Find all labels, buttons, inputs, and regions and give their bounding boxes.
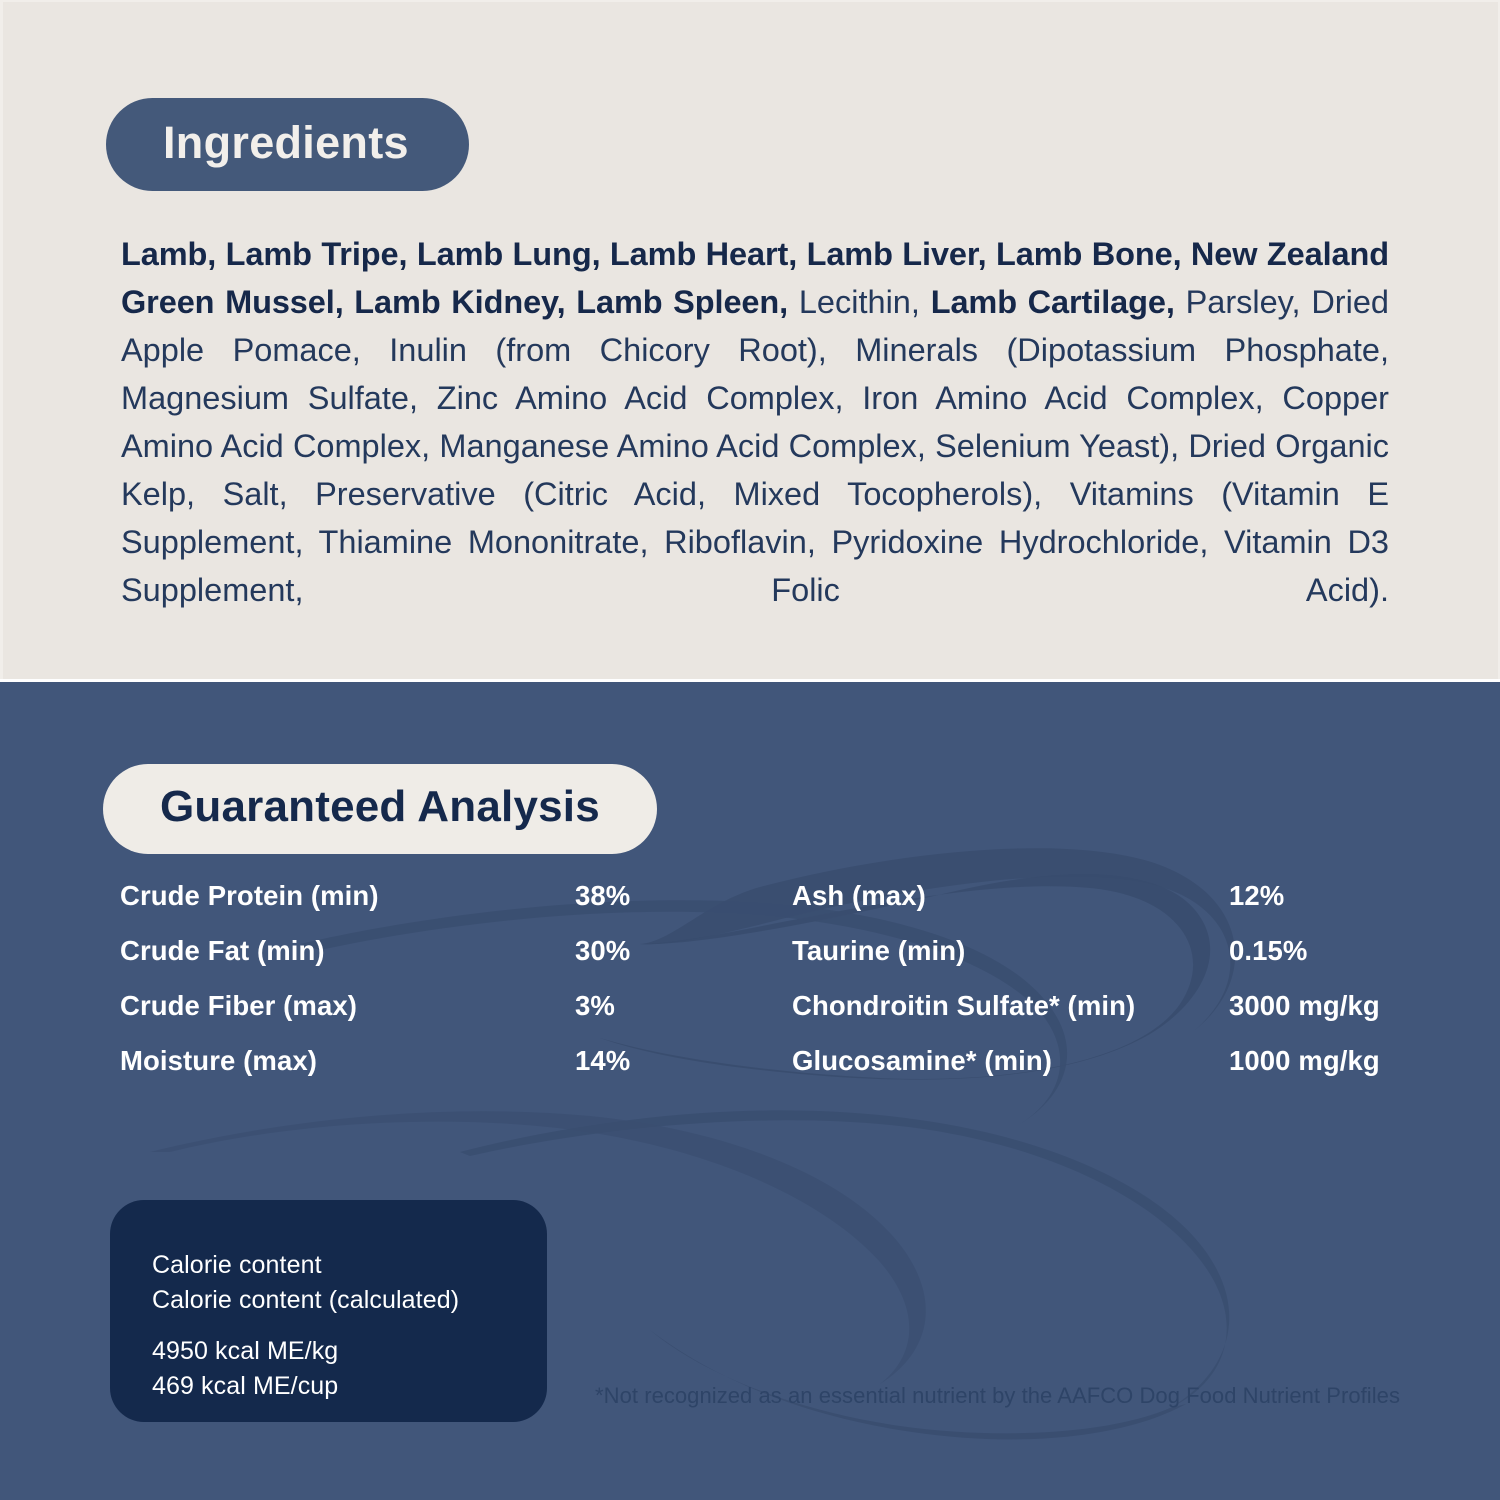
ingredient-segment-bold: Lamb Cartilage, <box>930 284 1175 320</box>
analysis-label: Chondroitin Sulfate* (min) <box>792 990 1136 1021</box>
analysis-label: Ash (max) <box>792 880 926 911</box>
calorie-content-kcal-per-kg: 4950 kcal ME/kg <box>152 1337 339 1365</box>
calorie-content-kcal-per-cup: 469 kcal ME/cup <box>152 1372 339 1400</box>
calorie-content-line-1: Calorie content <box>152 1251 322 1279</box>
analysis-value: 3000 mg/kg <box>1229 990 1380 1021</box>
analysis-label: Moisture (max) <box>120 1045 317 1076</box>
analysis-value: 3% <box>575 990 615 1021</box>
ingredient-segment-bold: Lamb, Lamb Tripe, Lamb Lung, Lamb Heart,… <box>121 236 1389 320</box>
ingredients-heading-pill: Ingredients <box>106 98 469 191</box>
analysis-value: 0.15% <box>1229 935 1308 966</box>
table-row: Taurine (min) 0.15% <box>792 935 1402 990</box>
analysis-label: Crude Fat (min) <box>120 935 325 966</box>
analysis-value: 30% <box>575 935 631 966</box>
table-row: Moisture (max) 14% <box>120 1045 640 1100</box>
guaranteed-analysis-heading-label: Guaranteed Analysis <box>160 782 600 831</box>
calorie-spacer <box>152 1318 547 1334</box>
analysis-value: 38% <box>575 880 631 911</box>
analysis-value: 12% <box>1229 880 1285 911</box>
analysis-label: Taurine (min) <box>792 935 966 966</box>
table-row: Crude Protein (min) 38% <box>120 880 640 935</box>
guaranteed-analysis-section: Guaranteed Analysis Crude Protein (min) … <box>0 682 1500 1500</box>
analysis-label: Crude Protein (min) <box>120 880 379 911</box>
analysis-left-column: Crude Protein (min) 38% Crude Fat (min) … <box>120 880 640 1100</box>
calorie-content-box: Calorie content Calorie content (calcula… <box>110 1200 547 1422</box>
analysis-value: 14% <box>575 1045 631 1076</box>
analysis-label: Glucosamine* (min) <box>792 1045 1053 1076</box>
calorie-content-line-2: Calorie content (calculated) <box>152 1286 460 1314</box>
table-row: Crude Fiber (max) 3% <box>120 990 640 1045</box>
table-row: Crude Fat (min) 30% <box>120 935 640 990</box>
table-row: Glucosamine* (min) 1000 mg/kg <box>792 1045 1402 1100</box>
ingredient-segment-regular: Lecithin, <box>788 284 931 320</box>
table-row: Chondroitin Sulfate* (min) 3000 mg/kg <box>792 990 1402 1045</box>
table-row: Ash (max) 12% <box>792 880 1402 935</box>
analysis-right-column: Ash (max) 12% Taurine (min) 0.15% Chondr… <box>792 880 1402 1100</box>
analysis-value: 1000 mg/kg <box>1229 1045 1380 1076</box>
aafco-footnote: *Not recognized as an essential nutrient… <box>595 1383 1400 1408</box>
ingredients-heading-label: Ingredients <box>163 117 409 168</box>
ingredients-section: Ingredients Lamb, Lamb Tripe, Lamb Lung,… <box>0 0 1500 679</box>
ingredient-segment-regular: Parsley, Dried Apple Pomace, Inulin (fro… <box>121 284 1389 608</box>
ingredients-text: Lamb, Lamb Tripe, Lamb Lung, Lamb Heart,… <box>121 230 1389 662</box>
analysis-label: Crude Fiber (max) <box>120 990 358 1021</box>
guaranteed-analysis-heading-pill: Guaranteed Analysis <box>103 764 657 854</box>
